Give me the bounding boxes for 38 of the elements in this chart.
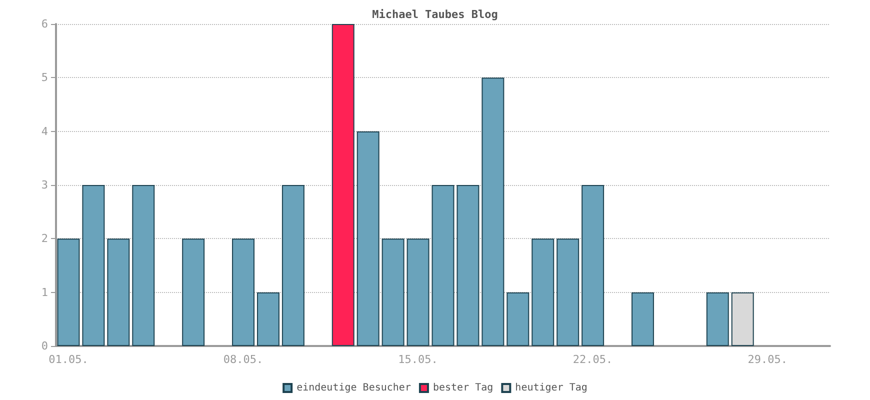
bar (706, 292, 729, 346)
bar (406, 238, 430, 346)
x-tick-label: 29.05. (748, 353, 788, 366)
y-tick-label: 1 (41, 286, 48, 299)
legend-label: heutiger Tag (515, 382, 588, 394)
bar (256, 292, 280, 346)
x-tick-label: 22.05. (572, 353, 613, 366)
bar (132, 185, 155, 346)
legend-label: bester Tag (432, 382, 494, 394)
y-tick-label: 0 (41, 340, 48, 352)
bar (332, 24, 354, 346)
bar (731, 292, 754, 346)
bar (432, 185, 454, 346)
legend-label: eindeutige Besucher (296, 382, 411, 394)
bar (282, 185, 304, 346)
bar (382, 238, 404, 346)
bar (482, 78, 504, 346)
bar (57, 238, 80, 346)
y-tick-label: 2 (41, 232, 48, 246)
bar (556, 238, 580, 346)
bar (82, 185, 105, 346)
x-tick-label: 01.05. (48, 353, 88, 366)
bar (356, 131, 380, 346)
bar (582, 185, 604, 346)
x-tick-label: 08.05. (223, 353, 264, 366)
bar (107, 238, 130, 346)
chart-title: Michael Taubes Blog (372, 8, 498, 21)
bar (232, 238, 254, 346)
bar (182, 238, 205, 346)
y-tick-label: 3 (41, 178, 48, 192)
y-tick-label: 5 (41, 71, 48, 84)
y-tick-label: 6 (41, 18, 48, 30)
bar (632, 292, 654, 346)
y-tick-label: 4 (41, 124, 48, 138)
bar (532, 238, 554, 346)
bar (506, 292, 530, 346)
x-tick-label: 15.05. (398, 353, 438, 366)
bar (456, 185, 480, 346)
